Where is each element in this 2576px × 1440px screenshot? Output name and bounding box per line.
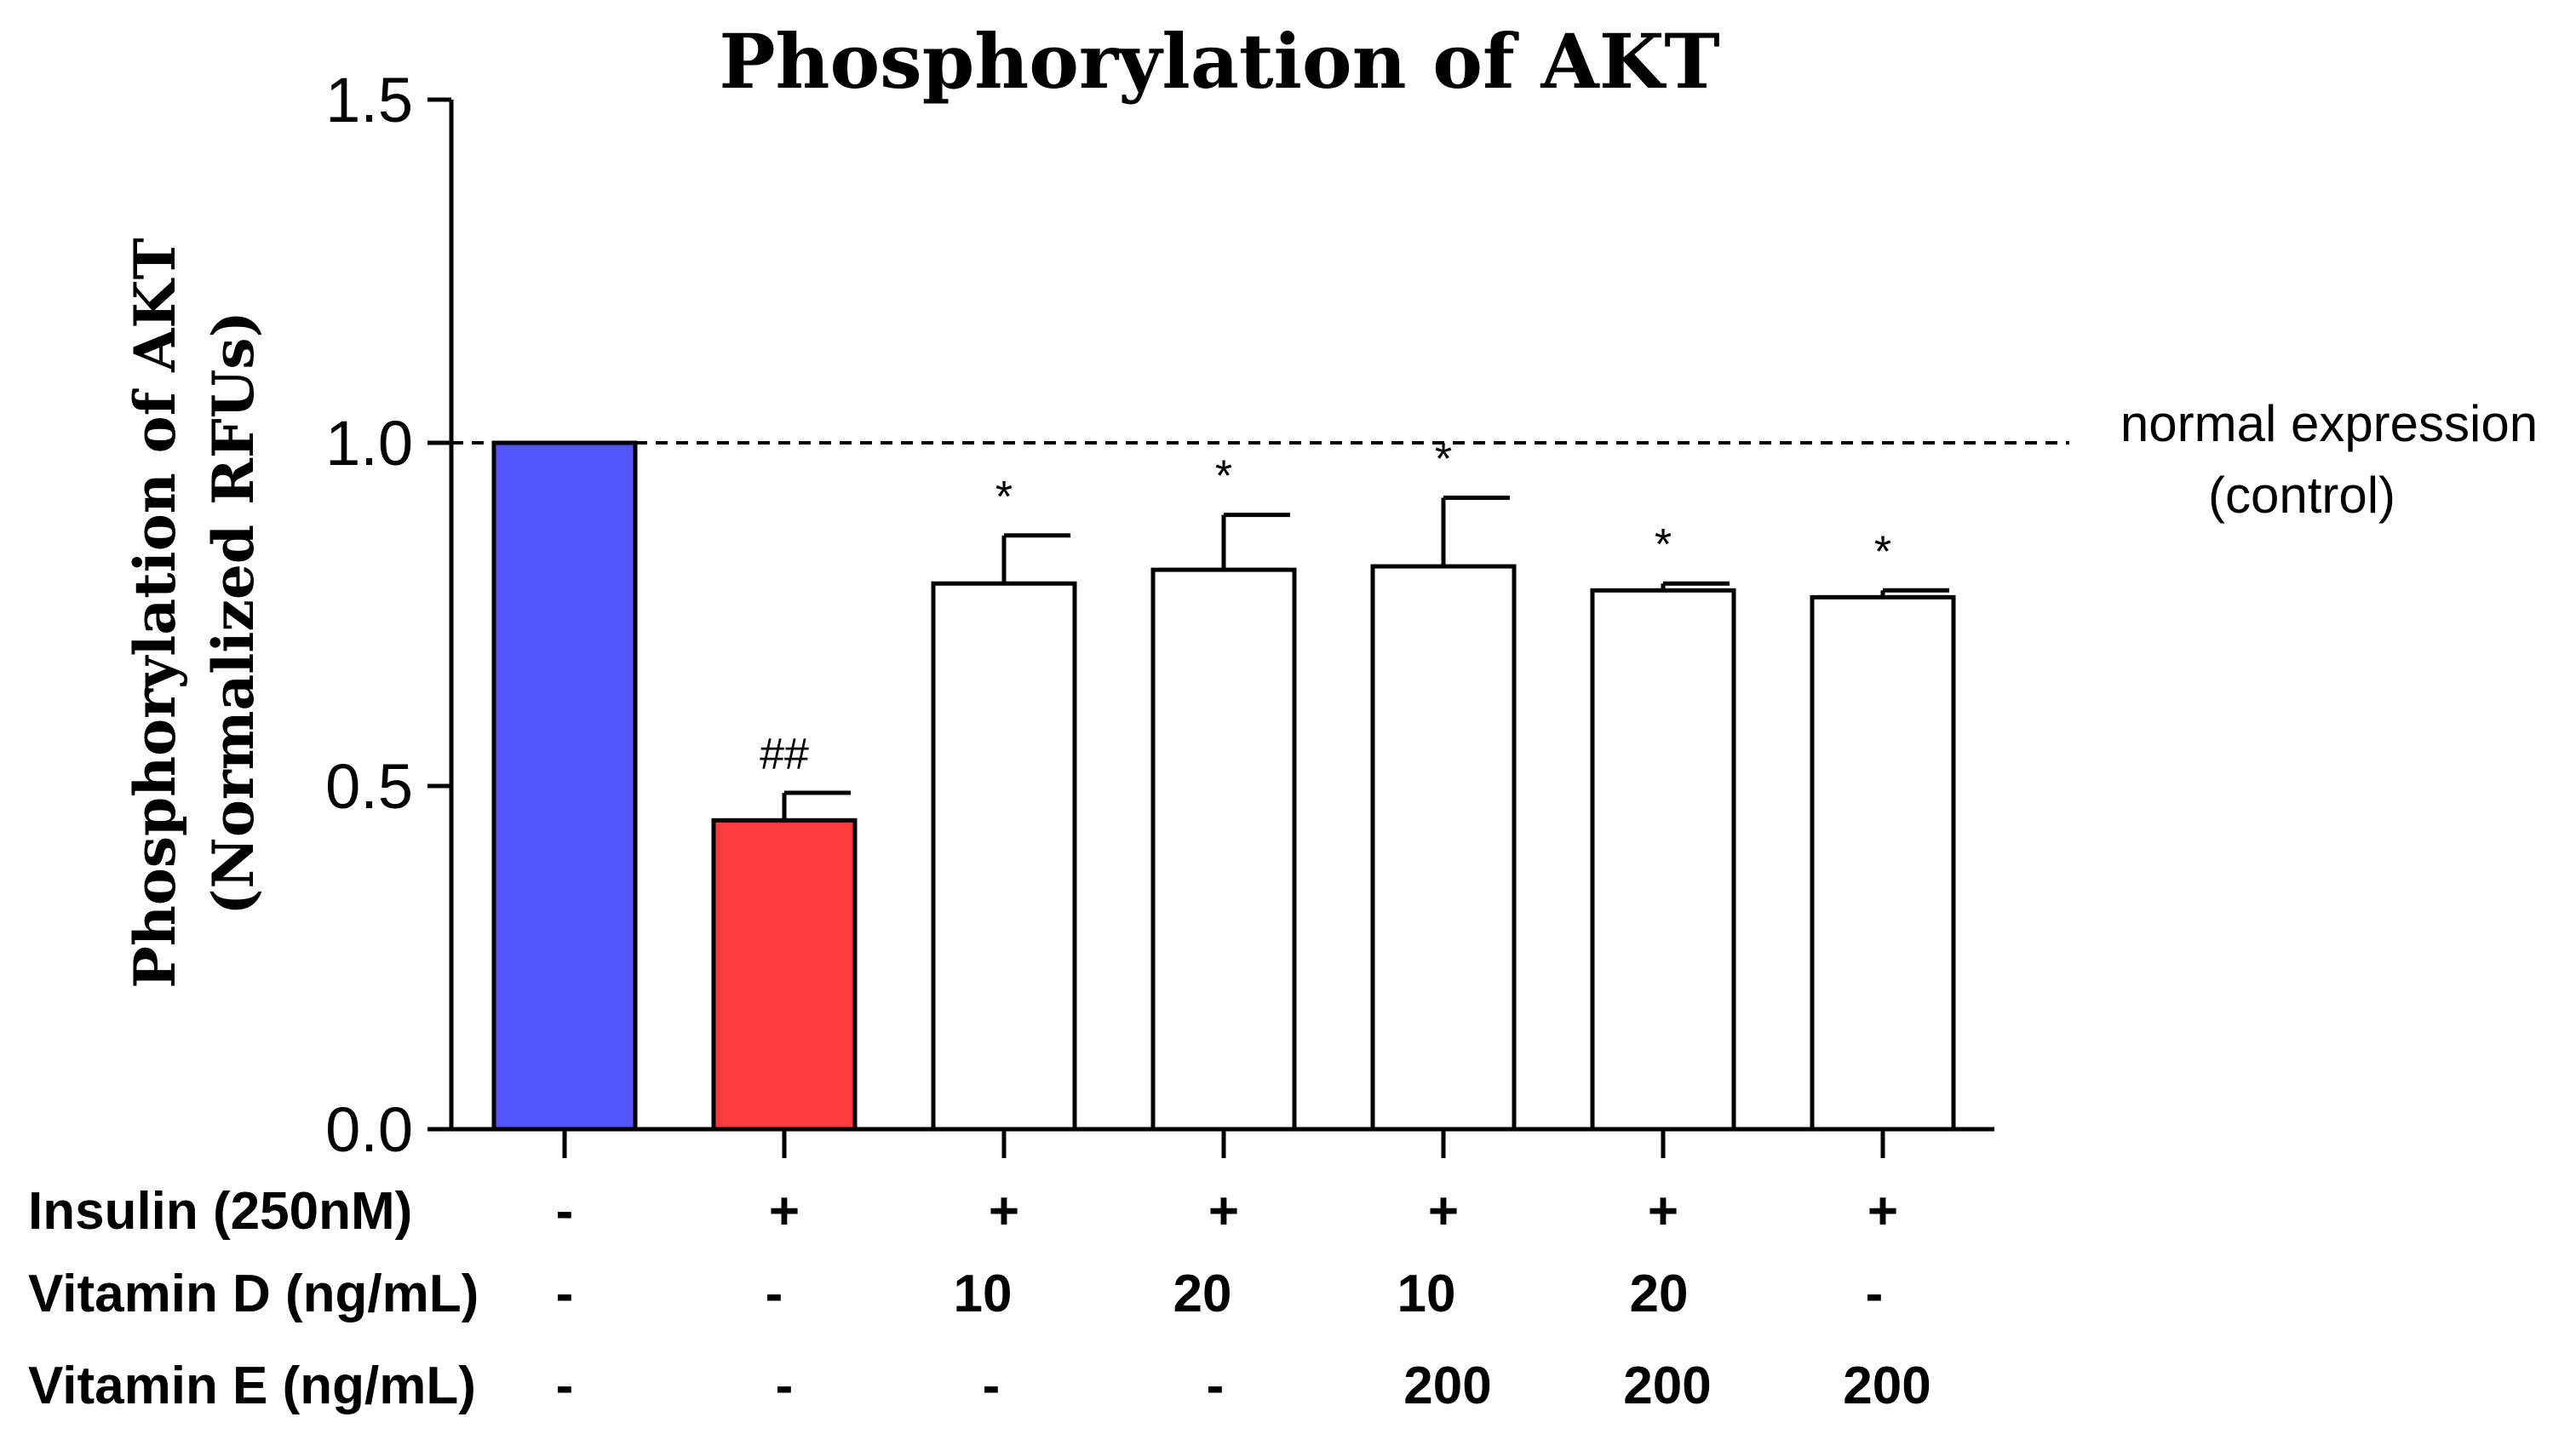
- bar: [1810, 594, 1956, 1132]
- reference-line-sublabel: (control): [2208, 467, 2395, 524]
- significance-marker: *: [1215, 452, 1232, 502]
- treatment-cell: 10: [954, 1265, 1013, 1323]
- y-tick-label: 1.0: [325, 408, 413, 479]
- significance-marker: ##: [760, 730, 809, 779]
- plot-area: 0.0 0.5 1.0 1.5 normal expression (control) ##…: [28, 65, 2538, 1415]
- significance-marker: *: [1655, 520, 1672, 570]
- treatment-cell: -: [1207, 1357, 1225, 1415]
- bar: [931, 581, 1077, 1132]
- treatment-cell: -: [983, 1357, 1001, 1415]
- y-tick-label: 1.5: [325, 65, 413, 135]
- significance-marker: *: [995, 473, 1013, 522]
- treatment-cell: -: [556, 1265, 574, 1323]
- treatment-cell: -: [556, 1182, 574, 1241]
- treatment-cell: 200: [1403, 1357, 1491, 1415]
- treatment-row-label: Vitamin E (ng/mL): [28, 1357, 476, 1415]
- treatment-cell: +: [1648, 1182, 1678, 1241]
- treatment-cell: +: [989, 1182, 1019, 1241]
- treatment-cell: +: [1428, 1182, 1459, 1241]
- treatment-row-label: Insulin (250nM): [28, 1182, 412, 1241]
- bar: [1590, 588, 1736, 1132]
- treatment-cell: -: [1866, 1265, 1884, 1323]
- treatment-cell: 200: [1843, 1357, 1931, 1415]
- y-tick-label: 0.0: [325, 1094, 413, 1165]
- y-axis-label-line-2: (Normalized RFUs): [200, 311, 267, 915]
- bar: [1370, 564, 1517, 1132]
- y-axis-label-line-1: Phosphorylation of AKT: [122, 238, 188, 989]
- y-tick-label: 0.5: [325, 751, 413, 822]
- significance-marker: *: [1874, 527, 1891, 577]
- bar: [1150, 567, 1297, 1132]
- treatment-cell: +: [1867, 1182, 1898, 1241]
- treatment-cell: 200: [1623, 1357, 1711, 1415]
- treatment-cell: 20: [1630, 1265, 1689, 1323]
- chart-title: Phosphorylation of AKT: [719, 17, 1719, 106]
- y-axis-label: Phosphorylation of AKT (Normalized RFUs): [122, 238, 267, 989]
- bar: [491, 440, 638, 1132]
- reference-line-label: normal expression: [2120, 395, 2538, 452]
- treatment-cell: 10: [1397, 1265, 1456, 1323]
- treatment-row-label: Vitamin D (ng/mL): [28, 1265, 479, 1323]
- significance-marker: *: [1435, 434, 1452, 484]
- treatment-cell: -: [776, 1357, 794, 1415]
- treatment-cell: -: [766, 1265, 783, 1323]
- treatment-cell: 20: [1173, 1265, 1232, 1323]
- bar: [711, 818, 858, 1132]
- treatment-cell: -: [556, 1357, 574, 1415]
- treatment-cell: +: [1208, 1182, 1239, 1241]
- treatment-cell: +: [769, 1182, 800, 1241]
